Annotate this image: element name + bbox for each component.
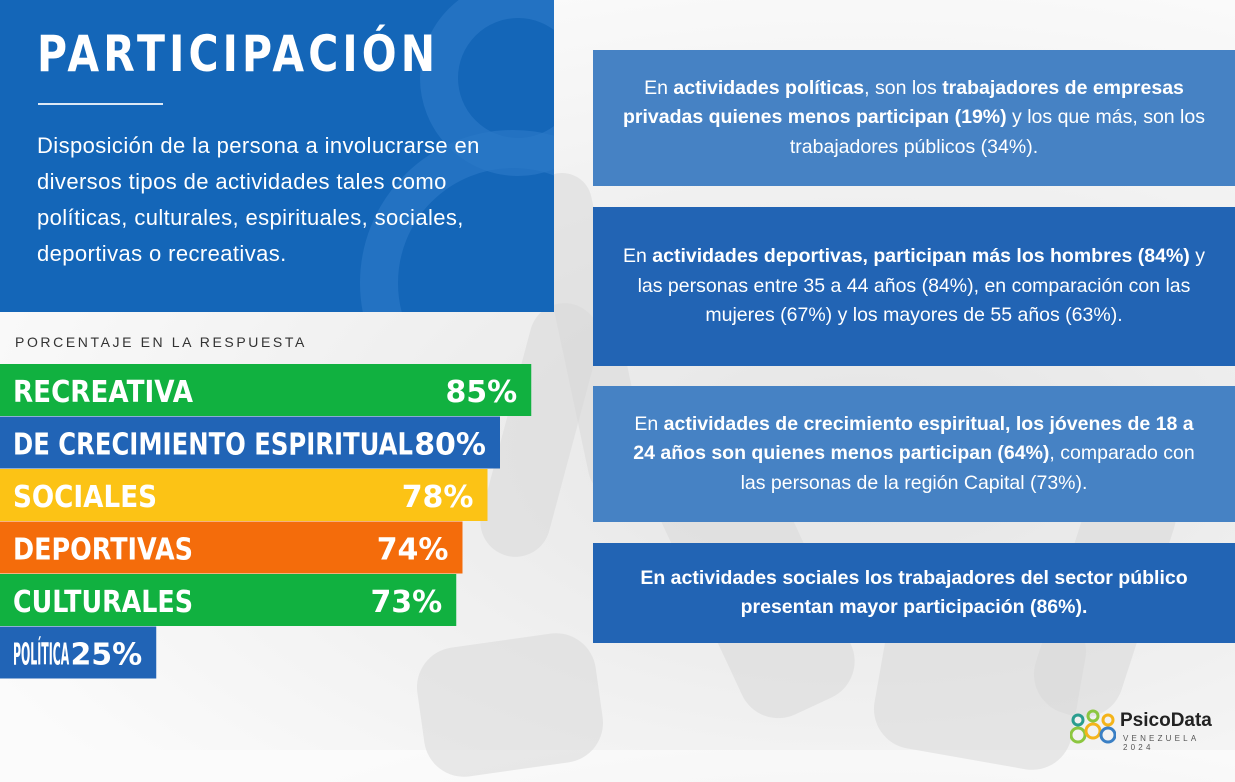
bar-category-label: DEPORTIVAS (13, 533, 193, 568)
bar-row: POLÍTICA25% (0, 626, 157, 679)
hero-panel: PARTICIPACIÓN Disposición de la persona … (0, 0, 554, 312)
card-text-regular: , son los (864, 76, 943, 99)
card-text: En actividades políticas, son los trabaj… (621, 74, 1207, 163)
bar-row: RECREATIVA 85% (0, 364, 532, 416)
bar-category-label: DE CRECIMIENTO ESPIRITUAL (13, 428, 413, 463)
bar-value-label: 78% (402, 480, 474, 515)
card-text: En actividades sociales los trabajadores… (621, 564, 1207, 623)
card-text-bold: trabajadores de empresas privadas quiene… (623, 76, 1184, 129)
bar (0, 416, 500, 469)
bar-category-label: SOCIALES (13, 480, 157, 515)
bar-value-label: 73% (370, 585, 442, 620)
card-text-bold: actividades de crecimiento espiritual, l… (633, 412, 1194, 465)
card-text-bold: actividades deportivas, participan más l… (652, 245, 1190, 268)
card-text-regular: En (644, 76, 674, 99)
insight-card-deportivas: En actividades deportivas, participan má… (593, 207, 1235, 366)
bar (0, 574, 457, 626)
insight-card-sociales: En actividades sociales los trabajadores… (593, 543, 1235, 643)
bar-category-label: RECREATIVA (13, 375, 194, 410)
card-text-bold: En actividades sociales los trabajadores… (640, 566, 1188, 619)
bar-chart: RECREATIVA 85% DE CRECIMIENTO ESPIRITUAL 80… (0, 364, 532, 679)
bar-value-label: 80% (414, 428, 486, 463)
logo-people-icon (1069, 709, 1117, 744)
bar-row: SOCIALES 78% (0, 469, 488, 521)
logo-name: PsicoData (1120, 710, 1212, 731)
card-text: En actividades deportivas, participan má… (621, 242, 1207, 331)
insight-card-politicas: En actividades políticas, son los trabaj… (593, 50, 1235, 186)
page-description: Disposición de la persona a involucrarse… (37, 133, 480, 266)
bar-category-label: POLÍTICA (13, 637, 70, 673)
chart-title: PORCENTAJE EN LA RESPUESTA (15, 334, 307, 350)
bar-category-label: CULTURALES (13, 585, 193, 620)
page-title: PARTICIPACIÓN (37, 25, 440, 83)
card-text: En actividades de crecimiento espiritual… (621, 410, 1207, 499)
bar-row: DEPORTIVAS 74% (0, 521, 463, 574)
bar (0, 521, 463, 574)
bar-row: CULTURALES 73% (0, 574, 457, 626)
card-text-bold: actividades políticas (673, 76, 865, 99)
bar (0, 469, 488, 521)
card-text-regular: y los que más, son los trabajadores públ… (789, 106, 1205, 158)
card-text-regular: En (623, 245, 653, 268)
bar-row: DE CRECIMIENTO ESPIRITUAL 80% (0, 416, 500, 469)
bar (0, 364, 532, 416)
bar (0, 626, 157, 679)
insight-card-espiritual: En actividades de crecimiento espiritual… (593, 386, 1235, 522)
title-divider (38, 103, 163, 105)
bar-value-label: 74% (377, 533, 449, 568)
psicodata-logo: PsicoData VENEZUELA 2024 (1069, 706, 1230, 752)
logo-subtitle: VENEZUELA 2024 (1123, 734, 1199, 752)
card-text-regular: En (634, 412, 664, 435)
card-text-regular: , comparado con las personas de la regió… (740, 442, 1195, 494)
bar-value-label: 85% (445, 375, 517, 410)
card-text-regular: y las personas entre 35 a 44 años (84%),… (637, 245, 1205, 327)
bar-value-label: 25% (70, 638, 142, 673)
